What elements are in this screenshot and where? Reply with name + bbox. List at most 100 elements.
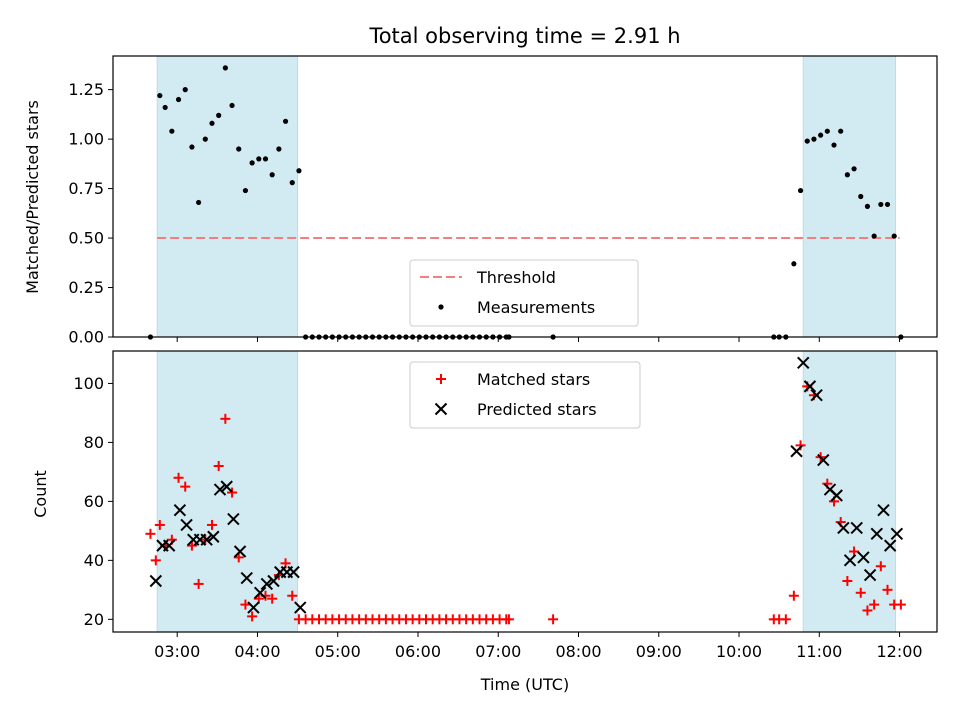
predicted-star-point <box>287 565 300 579</box>
predicted-star-point <box>830 489 843 502</box>
y-tick-label: 0.00 <box>68 328 104 347</box>
matched-star-point <box>862 605 873 616</box>
measurement-point <box>851 166 857 172</box>
x-tick-label: 10:00 <box>716 642 762 661</box>
top-y-axis-label: Matched/Predicted stars <box>23 100 42 294</box>
measurement-point <box>175 96 182 103</box>
y-tick-label: 0.25 <box>68 278 104 297</box>
matched-star-point <box>882 584 893 595</box>
predicted-star-point <box>253 586 267 599</box>
predicted-star-point <box>863 568 877 582</box>
matched-star-point <box>855 587 866 598</box>
legend-measurements-swatch <box>438 304 444 310</box>
x-tick-label: 08:00 <box>555 642 601 661</box>
predicted-star-point <box>220 480 233 493</box>
matched-star-point <box>503 614 514 625</box>
y-tick-label: 40 <box>84 551 104 570</box>
measurement-point <box>222 65 228 71</box>
matched-star-point <box>267 593 278 604</box>
measurement-point <box>157 92 163 99</box>
matched-star-point <box>788 590 799 601</box>
matched-star-point <box>869 599 880 610</box>
top-panel: 0.00 0.25 0.50 0.75 1.00 1.25 Matched/Predict… <box>23 55 938 347</box>
legend-matched-label: Matched stars <box>477 370 590 389</box>
measurement-point <box>824 128 830 134</box>
x-tick-label: 05:00 <box>315 642 361 661</box>
measurement-point <box>891 233 897 239</box>
matched-star-point <box>247 611 258 622</box>
measurement-point <box>811 136 817 142</box>
x-axis-label: Time (UTC) <box>480 675 569 694</box>
measurement-point <box>844 172 850 178</box>
legend-measurements-label: Measurements <box>477 298 595 317</box>
matched-star-point <box>795 440 806 451</box>
y-tick-label: 1.25 <box>68 80 104 99</box>
predicted-star-point <box>837 521 850 535</box>
y-tick-label: 60 <box>84 492 104 511</box>
predicted-star-point <box>173 504 187 517</box>
matched-star-point <box>227 487 238 498</box>
y-tick-label: 20 <box>84 610 104 629</box>
matched-star-point <box>849 546 860 557</box>
measurement-point <box>296 168 302 174</box>
legend-matched-marker <box>436 374 446 384</box>
predicted-star-point <box>260 577 274 591</box>
predicted-star-point <box>870 527 884 541</box>
predicted-star-point <box>877 504 890 517</box>
matched-star-point <box>287 590 298 601</box>
measurement-point <box>209 120 215 126</box>
matched-star-point <box>173 472 184 483</box>
measurement-point <box>804 138 810 144</box>
x-tick-label: 09:00 <box>636 642 682 661</box>
legend-predicted-swatch <box>434 402 448 416</box>
observing-span-2 <box>802 55 897 338</box>
x-tick-label: 06:00 <box>395 642 441 661</box>
x-tick-label: 07:00 <box>475 642 521 661</box>
measurement-point <box>216 112 222 118</box>
matched-star-point <box>154 519 165 530</box>
predicted-star-point <box>810 389 823 402</box>
matched-star-point <box>193 578 204 589</box>
predicted-star-point <box>294 601 307 614</box>
measurement-point <box>196 199 202 206</box>
legend-matched-swatch <box>436 374 446 384</box>
measurement-point <box>276 146 282 152</box>
measurement-point <box>182 87 188 93</box>
measurement-point <box>189 144 195 150</box>
observing-span-1 <box>156 350 299 633</box>
matched-star-point <box>780 614 791 625</box>
measurement-point <box>797 187 804 194</box>
measurement-point <box>864 203 871 209</box>
measurement-point <box>242 187 249 194</box>
predicted-star-point <box>883 539 897 552</box>
measurement-point <box>229 102 235 109</box>
predicted-star-point <box>247 601 260 614</box>
top-axes-frame <box>112 55 938 338</box>
observing-span-1 <box>156 55 299 338</box>
predicted-star-point <box>843 554 857 567</box>
measurement-point <box>262 156 269 162</box>
measurement-point <box>236 146 242 152</box>
x-tick-label: 03:00 <box>154 642 200 661</box>
y-tick-label: 0.50 <box>68 229 104 248</box>
y-tick-label: 100 <box>73 374 104 393</box>
measurement-point <box>269 172 275 178</box>
measurement-point <box>791 261 797 267</box>
predicted-star-point <box>790 445 803 458</box>
measurement-point <box>818 132 824 138</box>
measurement-point <box>838 128 844 134</box>
predicted-star-point <box>857 551 870 564</box>
bottom-panel: 20 40 60 80 100 03:00 04:00 05:00 06:00 07:00 08:… <box>31 350 938 694</box>
bottom-legend: Matched stars Predicted stars <box>409 361 641 429</box>
legend-threshold-label: Threshold <box>476 268 556 287</box>
predicted-star-point <box>200 533 213 546</box>
predicted-star-point <box>227 512 240 526</box>
matched-star-point <box>548 614 559 625</box>
bottom-legend-box <box>409 361 641 429</box>
predicted-star-point <box>233 545 247 558</box>
x-tick-label: 11:00 <box>796 642 842 661</box>
measurement-point <box>878 201 884 208</box>
matched-star-point <box>213 460 224 471</box>
matched-star-point <box>150 555 161 566</box>
